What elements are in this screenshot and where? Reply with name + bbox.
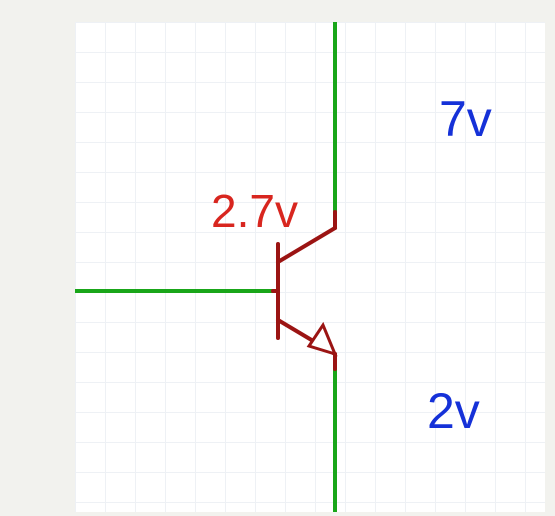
schematic-frame: 2.7v 7v 2v bbox=[75, 22, 545, 512]
base-voltage-label: 2.7v bbox=[211, 184, 298, 238]
collector-voltage-label: 7v bbox=[439, 90, 492, 148]
emitter-arrow-icon bbox=[309, 325, 335, 354]
emitter-voltage-label: 2v bbox=[427, 382, 480, 440]
